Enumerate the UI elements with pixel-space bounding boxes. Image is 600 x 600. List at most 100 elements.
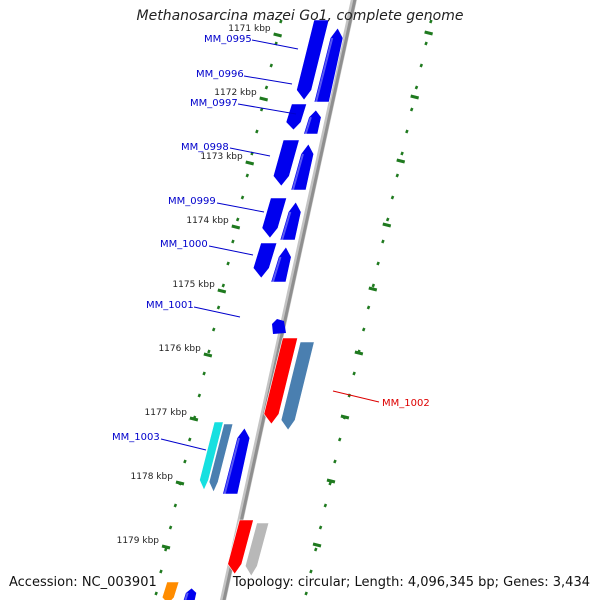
gene-label: MM_0996: [196, 69, 244, 80]
scale-label: 1172 kbp: [214, 88, 257, 98]
label-leader-line: [332, 390, 380, 403]
label-leader-line: [160, 438, 207, 451]
right-track-tick: [333, 459, 337, 464]
right-track-tick: [390, 195, 395, 200]
accession-label: Accession: NC_003901: [9, 575, 157, 590]
gene-block-shade: [223, 437, 240, 495]
major-tick: [340, 414, 350, 420]
major-tick: [326, 478, 336, 484]
gene-block: [285, 103, 308, 131]
left-track-tick: [197, 393, 202, 398]
gene-block-orange: [161, 581, 180, 600]
map-title: Methanosarcina mazei Go1, complete genom…: [136, 8, 464, 24]
right-track-tick: [323, 503, 328, 508]
gene-label: MM_1002: [382, 398, 430, 409]
scale-label: 1175 kbp: [172, 280, 215, 290]
gene-label: MM_1001: [146, 300, 194, 311]
left-track-tick: [187, 437, 192, 442]
major-tick: [217, 288, 227, 294]
right-track-tick: [419, 63, 424, 68]
left-track-tick: [202, 371, 206, 376]
major-tick: [424, 30, 433, 36]
major-tick: [161, 544, 171, 550]
gene-block: [296, 19, 330, 101]
left-track-tick: [231, 239, 235, 244]
major-tick: [245, 160, 255, 166]
right-track-tick: [424, 41, 428, 46]
gene-label: MM_0997: [190, 98, 238, 109]
gene-block-shade: [315, 37, 334, 103]
scale-label: 1171 kbp: [228, 24, 271, 34]
right-track-tick: [337, 437, 342, 442]
right-track-tick: [366, 305, 371, 310]
left-track-tick: [255, 129, 259, 134]
right-track-tick: [409, 107, 414, 112]
gene-block: [279, 201, 302, 241]
right-track-tick: [429, 19, 433, 24]
gene-block-mm-1003: [199, 421, 224, 491]
scale-label: 1174 kbp: [186, 216, 229, 226]
left-track-tick: [269, 63, 274, 68]
gene-block: [252, 242, 278, 279]
left-track-tick: [207, 349, 211, 354]
major-tick: [312, 542, 322, 548]
gene-label: MM_0995: [204, 34, 252, 45]
scale-label: 1177 kbp: [145, 408, 188, 418]
major-tick: [396, 158, 406, 164]
gene-label: MM_1000: [160, 239, 208, 250]
genome-summary: Topology: circular; Length: 4,096,345 bp…: [232, 575, 590, 590]
left-track-tick: [221, 283, 226, 288]
gene-block-shade: [281, 211, 292, 241]
gene-label: MM_0999: [168, 196, 216, 207]
right-track-tick: [371, 283, 376, 288]
right-track-tick: [318, 525, 323, 530]
major-tick: [189, 416, 199, 422]
right-track-tick: [405, 129, 409, 134]
label-leader-line: [251, 39, 299, 50]
scale-label: 1176 kbp: [158, 344, 201, 354]
label-leader-line: [208, 245, 254, 256]
major-tick: [382, 222, 392, 228]
major-tick: [175, 480, 185, 486]
right-track-tick: [376, 261, 380, 266]
right-track-tick: [309, 569, 313, 574]
gene-block-shade: [304, 116, 312, 135]
left-track-tick: [279, 19, 283, 24]
gene-block-mm-1002: [263, 337, 299, 425]
label-leader-line: [193, 306, 241, 318]
label-leader-line: [216, 202, 265, 213]
gene-block-shade: [271, 256, 282, 283]
gene-block-shade: [291, 153, 304, 191]
label-leader-line: [243, 75, 293, 85]
gene-block: [227, 519, 254, 575]
gene-block: [222, 427, 251, 495]
major-tick: [354, 350, 364, 356]
gene-block: [313, 27, 344, 103]
right-track-tick: [352, 371, 356, 376]
right-track-tick: [313, 547, 318, 552]
right-track-tick: [395, 173, 400, 178]
left-track-tick: [154, 591, 158, 596]
left-track-tick: [245, 173, 250, 178]
gene-block: [270, 246, 292, 283]
left-track-tick: [216, 305, 221, 310]
left-track-tick: [159, 569, 163, 574]
label-leader-line: [229, 147, 271, 157]
gene-block-gray: [244, 522, 270, 577]
scale-label: 1179 kbp: [117, 536, 160, 546]
gene-block-shade: [184, 592, 189, 600]
gene-label: MM_1003: [112, 432, 160, 443]
major-tick: [231, 224, 241, 230]
right-track-tick: [414, 85, 419, 90]
right-track-tick: [361, 327, 366, 332]
major-tick: [203, 352, 213, 358]
gene-label: MM_0998: [181, 142, 229, 153]
major-tick: [273, 32, 282, 38]
left-track-tick: [211, 327, 216, 332]
left-track-tick: [235, 217, 240, 222]
gene-block: [261, 197, 288, 239]
left-track-tick: [183, 459, 187, 464]
left-track-tick: [168, 525, 173, 530]
scale-label: 1173 kbp: [200, 152, 243, 162]
